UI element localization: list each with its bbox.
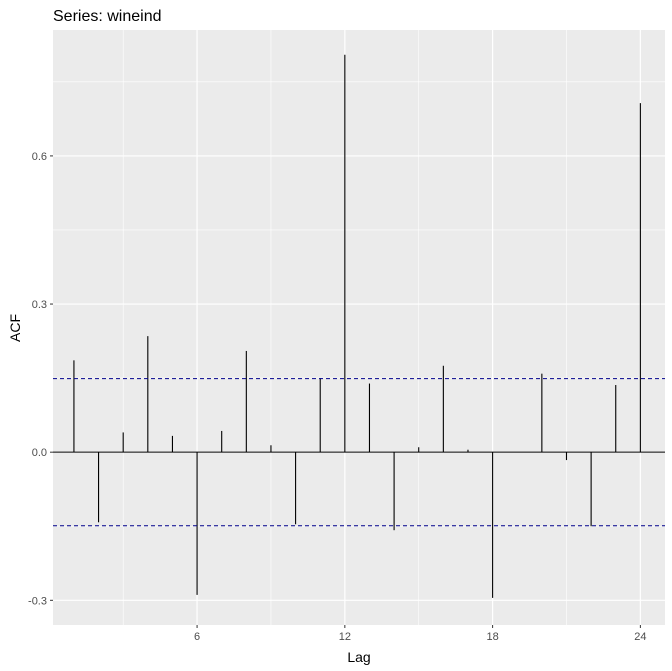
panel-background: [53, 30, 665, 625]
y-axis-label: ACF: [7, 314, 23, 342]
y-tick-label: 0.6: [32, 151, 47, 163]
y-tick-label: 0.3: [32, 299, 47, 311]
y-tick-label: 0.0: [32, 447, 47, 459]
chart-title: Series: wineind: [53, 8, 162, 25]
y-tick-label: -0.3: [28, 595, 47, 607]
x-axis-ticks: 6 12 18 24: [194, 625, 646, 643]
x-tick-label: 6: [194, 631, 200, 643]
y-axis-ticks: -0.3 0.0 0.3 0.6: [28, 151, 53, 607]
x-axis-label: Lag: [347, 649, 370, 665]
x-tick-label: 18: [486, 631, 498, 643]
plot-panel: [53, 30, 665, 625]
x-tick-label: 12: [339, 631, 351, 643]
x-tick-label: 24: [634, 631, 646, 643]
